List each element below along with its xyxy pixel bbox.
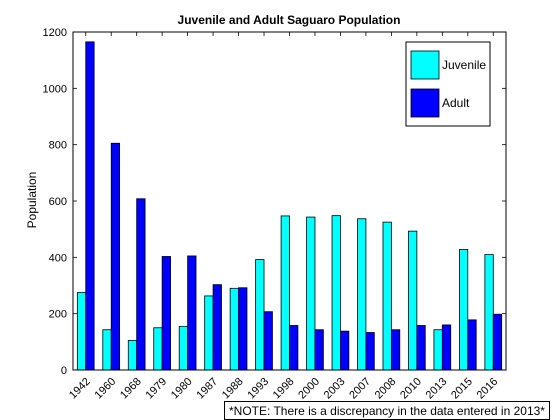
y-tick-label: 1000 bbox=[43, 83, 67, 95]
y-tick-label: 800 bbox=[49, 140, 67, 152]
axes-box bbox=[72, 31, 507, 371]
bar-juvenile-2016 bbox=[484, 254, 494, 371]
x-tick-label: 2000 bbox=[296, 376, 322, 402]
legend: Juvenile Adult bbox=[405, 41, 491, 127]
bar-juvenile-1979 bbox=[153, 327, 163, 371]
bar-adult-1942 bbox=[85, 41, 95, 371]
y-axis-label: Population bbox=[25, 172, 39, 229]
bar-adult-1980 bbox=[187, 255, 197, 371]
x-tick-label: 2008 bbox=[373, 376, 399, 402]
note-annotation: *NOTE: There is a discrepancy in the dat… bbox=[224, 401, 550, 420]
bar-adult-2013 bbox=[441, 324, 452, 371]
y-tick-label: 1200 bbox=[43, 27, 67, 39]
bar-adult-2010 bbox=[416, 325, 426, 371]
x-tick-label: 1988 bbox=[220, 376, 246, 402]
bar-juvenile-2007 bbox=[357, 218, 367, 371]
bar-adult-2000 bbox=[314, 329, 324, 371]
note-text: *NOTE: There is a discrepancy in the dat… bbox=[229, 404, 545, 418]
bar-adult-1993 bbox=[263, 311, 273, 371]
x-tick-label: 1960 bbox=[93, 376, 119, 402]
bar-juvenile-1960 bbox=[102, 329, 112, 371]
bar-adult-2015 bbox=[467, 319, 477, 371]
bar-juvenile-1987 bbox=[204, 295, 214, 371]
x-tick-label: 2007 bbox=[347, 376, 373, 402]
x-tick-label: 1942 bbox=[67, 376, 93, 402]
x-tick-label: 2015 bbox=[449, 376, 475, 402]
bar-juvenile-2003 bbox=[331, 215, 341, 371]
bar-juvenile-2008 bbox=[382, 221, 392, 371]
bar-juvenile-1968 bbox=[127, 340, 138, 371]
bar-adult-1998 bbox=[289, 325, 299, 371]
bar-adult-1960 bbox=[110, 142, 121, 371]
bar-juvenile-1942 bbox=[76, 292, 87, 371]
bar-adult-1968 bbox=[136, 198, 146, 371]
x-tick-label: 1998 bbox=[271, 376, 297, 402]
x-tick-label: 1987 bbox=[194, 376, 220, 402]
y-tick-label: 200 bbox=[49, 309, 67, 321]
y-tick-label: 400 bbox=[49, 252, 67, 264]
x-tick-label: 1980 bbox=[169, 376, 195, 402]
bar-adult-2016 bbox=[492, 313, 503, 371]
x-tick-label: 1979 bbox=[143, 376, 169, 402]
legend-label-juvenile: Juvenile bbox=[442, 58, 486, 72]
bar-juvenile-2013 bbox=[433, 329, 443, 371]
bar-adult-1988 bbox=[238, 287, 248, 371]
bar-juvenile-1988 bbox=[229, 287, 239, 371]
bar-juvenile-1993 bbox=[255, 259, 265, 371]
y-tick-label: 600 bbox=[49, 196, 67, 208]
bar-adult-1987 bbox=[212, 284, 222, 371]
y-tick-label: 0 bbox=[61, 365, 67, 377]
x-tick-label: 2016 bbox=[475, 376, 501, 402]
bar-adult-2003 bbox=[340, 330, 350, 371]
x-tick-label: 1968 bbox=[118, 376, 144, 402]
x-tick-label: 2013 bbox=[424, 376, 450, 402]
bar-adult-1979 bbox=[161, 256, 171, 371]
x-tick-label: 2010 bbox=[398, 376, 424, 402]
x-tick-label: 2003 bbox=[322, 376, 348, 402]
bar-juvenile-2000 bbox=[306, 216, 316, 371]
bar-juvenile-2010 bbox=[408, 230, 418, 371]
x-tick-label: 1993 bbox=[245, 376, 271, 402]
bar-adult-2007 bbox=[365, 332, 375, 371]
legend-swatch-adult bbox=[410, 88, 440, 118]
bar-juvenile-2015 bbox=[458, 249, 469, 371]
legend-label-adult: Adult bbox=[442, 96, 470, 110]
legend-swatch-juvenile bbox=[410, 50, 440, 80]
bar-juvenile-1980 bbox=[178, 325, 189, 371]
chart-title: Juvenile and Adult Saguaro Population bbox=[178, 13, 401, 27]
bar-juvenile-1998 bbox=[280, 215, 290, 371]
bar-adult-2008 bbox=[390, 329, 401, 371]
